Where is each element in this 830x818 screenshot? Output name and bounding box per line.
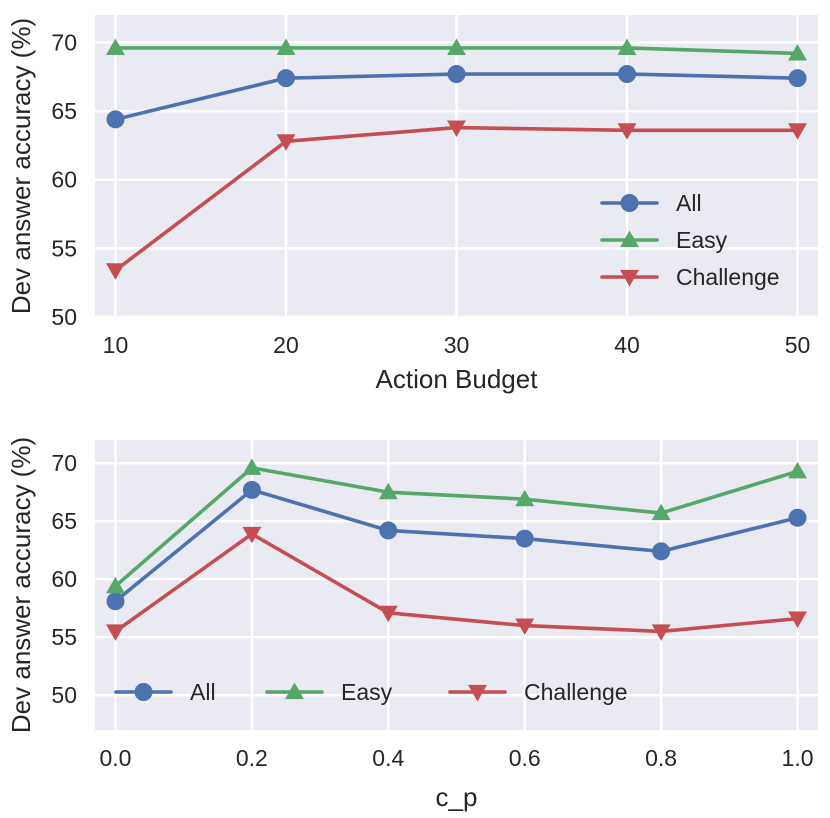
- bottom-legend-label-easy: Easy: [341, 679, 393, 705]
- top-point-all: [276, 69, 295, 88]
- top-x-axis-label: Action Budget: [376, 364, 539, 394]
- bottom-plot-area: [95, 440, 818, 730]
- bottom-y-tick-label: 55: [51, 624, 77, 650]
- top-point-easy: [788, 43, 807, 61]
- bottom-series-line-all: [113, 488, 800, 604]
- top-x-tick-label: 50: [785, 332, 811, 358]
- top-y-tick-label: 55: [51, 235, 77, 261]
- bottom-legend-marker-challenge: [468, 684, 487, 702]
- top-x-tick-label: 10: [103, 332, 129, 358]
- bottom-point-easy: [788, 461, 807, 479]
- top-x-tick-label: 20: [273, 332, 299, 358]
- top-legend: All Easy Challenge: [600, 190, 780, 290]
- bottom-y-tick-label: 65: [51, 508, 77, 534]
- bottom-point-challenge: [378, 605, 398, 623]
- bottom-legend-label-challenge: Challenge: [524, 679, 628, 705]
- top-legend-marker-all: [620, 194, 639, 212]
- bottom-point-challenge: [788, 611, 807, 629]
- bottom-point-challenge: [651, 624, 671, 641]
- bottom-point-all: [652, 542, 671, 561]
- top-point-easy: [617, 38, 637, 56]
- top-legend-label-all: All: [676, 190, 702, 216]
- bottom-legend: All Easy Challenge: [114, 679, 628, 705]
- bottom-legend-marker-easy: [285, 682, 304, 700]
- top-point-easy: [447, 38, 466, 56]
- top-point-challenge: [447, 120, 466, 138]
- top-y-tick-label: 70: [51, 29, 77, 55]
- top-y-tick-label: 65: [51, 98, 77, 124]
- top-legend-marker-easy: [620, 230, 639, 248]
- top-point-all: [788, 69, 807, 88]
- bottom-legend-marker-all: [134, 683, 153, 701]
- bottom-x-tick-label: 0.6: [509, 745, 541, 771]
- bottom-series-line-easy: [113, 466, 800, 588]
- bottom-series-line-challenge: [113, 532, 800, 634]
- bottom-point-all: [788, 508, 807, 527]
- top-point-easy: [276, 38, 296, 56]
- bottom-legend-label-all: All: [190, 679, 216, 705]
- top-point-challenge: [106, 263, 125, 280]
- top-point-easy: [106, 38, 125, 56]
- top-y-axis-label: Dev answer accuracy (%): [6, 18, 36, 314]
- top-legend-marker-challenge: [620, 269, 639, 287]
- top-point-all: [618, 65, 637, 84]
- top-y-tick-label: 60: [51, 167, 77, 193]
- bottom-point-easy: [106, 576, 125, 594]
- bottom-x-tick-label: 1.0: [782, 745, 814, 771]
- bottom-point-challenge: [242, 526, 262, 544]
- top-point-challenge: [276, 134, 296, 151]
- bottom-y-tick-label: 60: [51, 566, 77, 592]
- top-legend-label-challenge: Challenge: [676, 264, 780, 290]
- bottom-x-tick-label: 0.0: [99, 745, 131, 771]
- bottom-point-challenge: [106, 624, 125, 641]
- top-x-tick-label: 40: [614, 332, 640, 358]
- bottom-point-easy: [651, 503, 671, 521]
- top-legend-label-easy: Easy: [676, 227, 728, 253]
- top-x-tick-label: 30: [444, 332, 470, 358]
- top-y-tick-label: 50: [51, 304, 77, 330]
- bottom-point-all: [515, 529, 534, 548]
- bottom-y-axis-label: Dev answer accuracy (%): [6, 437, 36, 733]
- bottom-y-tick-label: 70: [51, 450, 77, 476]
- bottom-point-all: [106, 592, 125, 611]
- bottom-point-challenge: [515, 618, 535, 636]
- top-point-challenge: [788, 123, 807, 140]
- bottom-x-tick-label: 0.4: [372, 745, 404, 771]
- bottom-x-axis-label: c_p: [436, 782, 478, 812]
- bottom-point-easy: [242, 458, 262, 475]
- bottom-chart: 50 55 60 65 70 0.0 0.2 0.4 0.6 0.8 1.0 c_p Dev answe…: [6, 437, 818, 812]
- bottom-point-all: [242, 480, 261, 499]
- bottom-point-easy: [378, 482, 398, 500]
- top-point-all: [106, 110, 125, 129]
- top-chart: 50 55 60 65 70 10 20 30 40 50 Action Budget Dev ans…: [6, 15, 818, 394]
- top-point-challenge: [617, 123, 637, 140]
- bottom-x-tick-label: 0.2: [236, 745, 268, 771]
- bottom-y-tick-label: 50: [51, 682, 77, 708]
- bottom-point-all: [379, 521, 398, 540]
- bottom-x-tick-label: 0.8: [645, 745, 677, 771]
- bottom-point-easy: [515, 489, 535, 507]
- top-point-all: [447, 65, 466, 84]
